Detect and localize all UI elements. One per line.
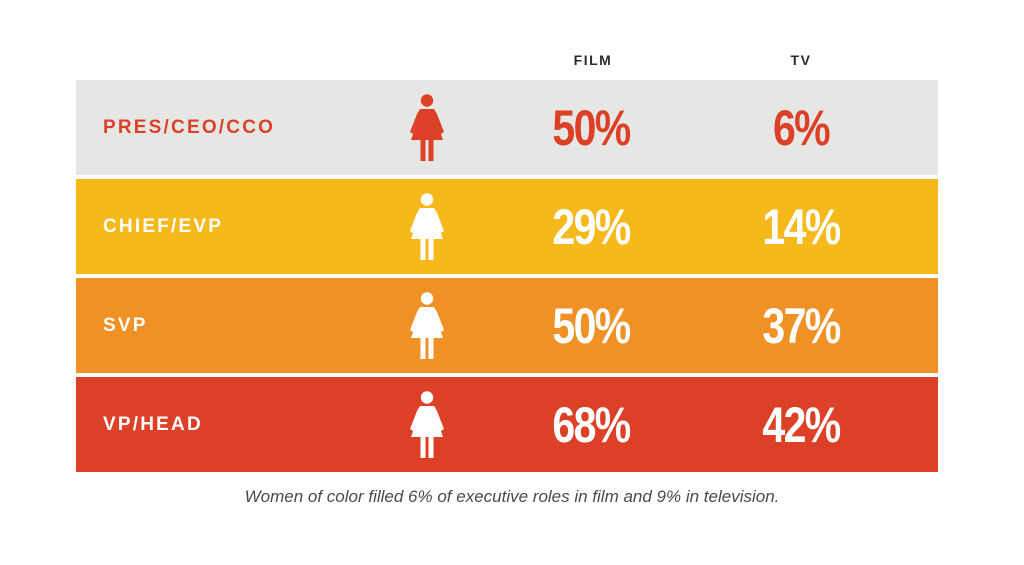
caption: Women of color filled 6% of executive ro… (244, 487, 780, 506)
woman-icon (406, 391, 448, 459)
film-value: 50% (552, 99, 631, 156)
tv-value: 37% (762, 297, 841, 354)
woman-icon (406, 94, 448, 162)
executive-roles-table: PRES/CEO/CCO 50% 6% CHIEF/EVP 29% 14% SVP 50… (76, 80, 938, 472)
column-header-tv: TV (790, 52, 812, 68)
tv-value: 6% (773, 99, 831, 156)
row-label: SVP (103, 314, 148, 336)
row-label: PRES/CEO/CCO (103, 116, 276, 138)
table-row: SVP 50% 37% (76, 278, 938, 373)
table-row: VP/HEAD 68% 42% (76, 377, 938, 472)
row-label: CHIEF/EVP (103, 215, 224, 237)
woman-icon (406, 292, 448, 360)
row-label: VP/HEAD (103, 413, 203, 435)
column-header-film: FILM (573, 52, 613, 68)
film-value: 68% (552, 396, 631, 453)
tv-value: 14% (762, 198, 841, 255)
table-row: PRES/CEO/CCO 50% 6% (76, 80, 938, 175)
table-row: CHIEF/EVP 29% 14% (76, 179, 938, 274)
woman-icon (406, 193, 448, 261)
film-value: 29% (552, 198, 631, 255)
tv-value: 42% (762, 396, 841, 453)
film-value: 50% (552, 297, 631, 354)
